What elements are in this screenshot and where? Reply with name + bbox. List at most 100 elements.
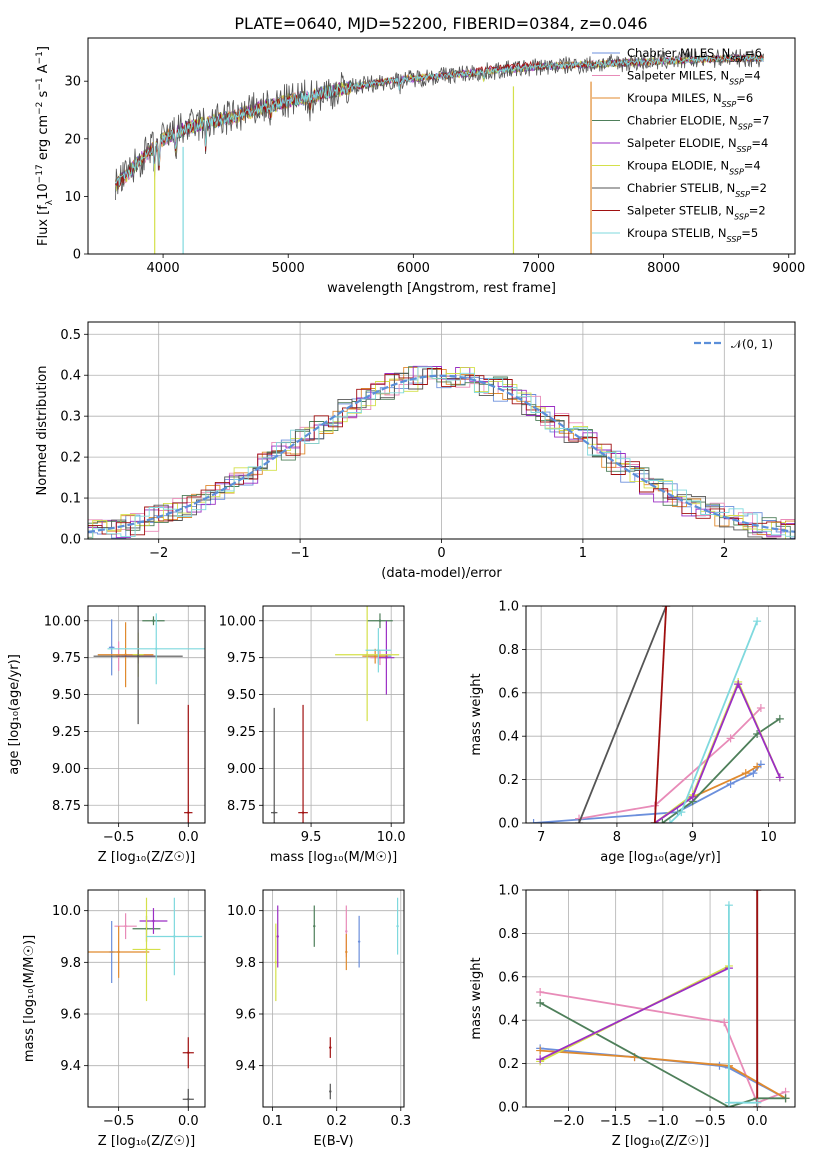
legend-value: =4 [751, 136, 768, 150]
x-axis-label: (data-model)/error [381, 566, 502, 581]
legend-value: =5 [741, 226, 758, 240]
y-axis-label: mass weight [469, 957, 484, 1039]
axes-frame [87, 321, 796, 540]
plus-marker [724, 901, 733, 910]
y-axis-label: mass weight [469, 673, 484, 755]
legend-sub: SSP [729, 77, 744, 86]
plus-marker [536, 1046, 545, 1055]
legend-value: =7 [753, 114, 770, 128]
plus-marker [658, 819, 667, 823]
panel-mass_vs_Z: −0.5 0.0 9.4 9.6 9.8 10.0 Z [log₁₀(Z/Z☉)] mass … [22, 889, 206, 1149]
y-axis-label: age [log₁₀(age/yr)] [7, 654, 22, 775]
data-point [345, 930, 348, 933]
data-point [373, 654, 377, 658]
y-axis-label: Flux [fλ10−17 erg cm−2 s−1 A−1] [35, 46, 55, 246]
data-point [124, 924, 127, 928]
y-axis-label-part: −17 [35, 164, 45, 183]
x-tick-label: −1.0 [647, 1114, 679, 1129]
y-tick-label: 9.6 [235, 1008, 256, 1023]
legend-entry: Salpeter STELIB, NSSP=2 [627, 204, 766, 222]
x-tick-label: 9 [689, 830, 697, 845]
spectrum-line-salpeter-stelib [115, 54, 764, 188]
y-tick-label: 1.0 [498, 600, 519, 615]
panel-mass_weight_vs_Z: −2.0 −1.5 −1.0 −0.5 0.0 0.0 0.2 0.4 0.6 0.8 1.0 Z [… [469, 884, 796, 1149]
y-tick-label: 0.6 [498, 686, 519, 701]
x-tick-label: 5000 [272, 261, 305, 276]
y-tick-label: 9.75 [52, 651, 81, 666]
data-point [345, 950, 348, 954]
data-point [187, 1051, 190, 1054]
y-tick-label: 0.4 [498, 730, 519, 745]
panel-age_vs_Z: −0.5 0.0 8.75 9.00 9.25 9.50 9.75 10.00 Z [log₁₀… [7, 605, 206, 865]
y-tick-label: 9.00 [52, 762, 81, 777]
y-tick-label: 0.2 [498, 1057, 519, 1072]
y-tick-label: 9.4 [60, 1059, 81, 1074]
plus-marker [536, 998, 545, 1007]
panel-age_vs_mass: 9.5 10.0 8.75 9.00 9.25 9.50 9.75 10.00 mass [lo… [219, 605, 406, 865]
data-point [145, 948, 148, 951]
x-axis-label: E(B-V) [313, 1134, 353, 1149]
y-tick-label: 10.00 [44, 614, 81, 629]
y-tick-label: 9.25 [227, 725, 256, 740]
y-tick-label: 1.0 [498, 884, 519, 899]
plus-marker [749, 769, 758, 778]
plot-area [115, 48, 764, 254]
y-tick-label: 8.75 [52, 799, 81, 814]
y-tick-label: 30 [64, 75, 81, 90]
legend-value: =2 [750, 181, 767, 195]
plus-marker [536, 987, 545, 996]
panel-spectrum: 4000 5000 6000 7000 8000 9000 0 10 20 30 wavelengt… [35, 37, 805, 296]
x-tick-label: 9.5 [301, 830, 322, 845]
legend-entry: Kroupa MILES, NSSP=6 [627, 91, 753, 109]
x-tick-label: −2 [149, 546, 168, 561]
legend-entry: Kroupa ELODIE, NSSP=4 [627, 159, 761, 177]
plus-marker [720, 1018, 729, 1027]
y-tick-label: 0 [73, 248, 81, 263]
legend-sub: SSP [735, 190, 750, 199]
y-axis-label-part: ] [36, 46, 51, 51]
x-tick-label: 0.3 [390, 1114, 411, 1129]
y-tick-label: 0.2 [498, 773, 519, 788]
data-point [301, 811, 305, 814]
y-tick-label: 9.8 [60, 956, 81, 971]
x-tick-label: 8000 [647, 261, 680, 276]
data-point [385, 656, 388, 659]
y-tick-label: 0.1 [60, 492, 81, 507]
plus-marker [734, 680, 743, 689]
data-point [378, 619, 382, 622]
x-tick-label: 10.0 [377, 830, 406, 845]
legend-value: =2 [749, 204, 766, 218]
x-tick-label: 4000 [147, 261, 180, 276]
y-tick-label: 9.75 [227, 651, 256, 666]
axes-frame [87, 889, 206, 1108]
y-tick-label: 0.0 [498, 817, 519, 832]
data-point [274, 961, 278, 964]
x-tick-label: 0.0 [178, 1114, 199, 1129]
data-point [117, 950, 120, 954]
plus-marker [753, 762, 762, 771]
plus-marker [741, 769, 750, 778]
plus-marker [753, 890, 762, 894]
legend-value: =4 [744, 159, 761, 173]
legend-name: Salpeter MILES, N [627, 69, 729, 83]
mass-weight-line [578, 606, 668, 823]
legend-entry: Salpeter MILES, NSSP=4 [627, 69, 761, 87]
plot-area [263, 606, 404, 823]
data-point [187, 1098, 190, 1101]
histogram-kroupa-elodie [88, 366, 795, 539]
legend-entry: Kroupa STELIB, NSSP=5 [627, 226, 758, 244]
plot-area [263, 890, 404, 1107]
plus-marker [756, 703, 765, 712]
y-tick-label: 9.50 [227, 688, 256, 703]
axes-frame [262, 605, 405, 824]
plus-marker [662, 606, 671, 610]
x-tick-label: 6000 [397, 261, 430, 276]
x-tick-label: −1 [291, 546, 310, 561]
mass-weight-line [539, 967, 730, 1061]
y-tick-label: 10.0 [227, 904, 256, 919]
legend-name: Kroupa STELIB, N [627, 226, 727, 240]
y-tick-label: 0.5 [60, 328, 81, 343]
legend-value: =6 [736, 91, 753, 105]
y-axis-label-part: A [36, 64, 51, 77]
y-tick-label: 0.8 [498, 927, 519, 942]
